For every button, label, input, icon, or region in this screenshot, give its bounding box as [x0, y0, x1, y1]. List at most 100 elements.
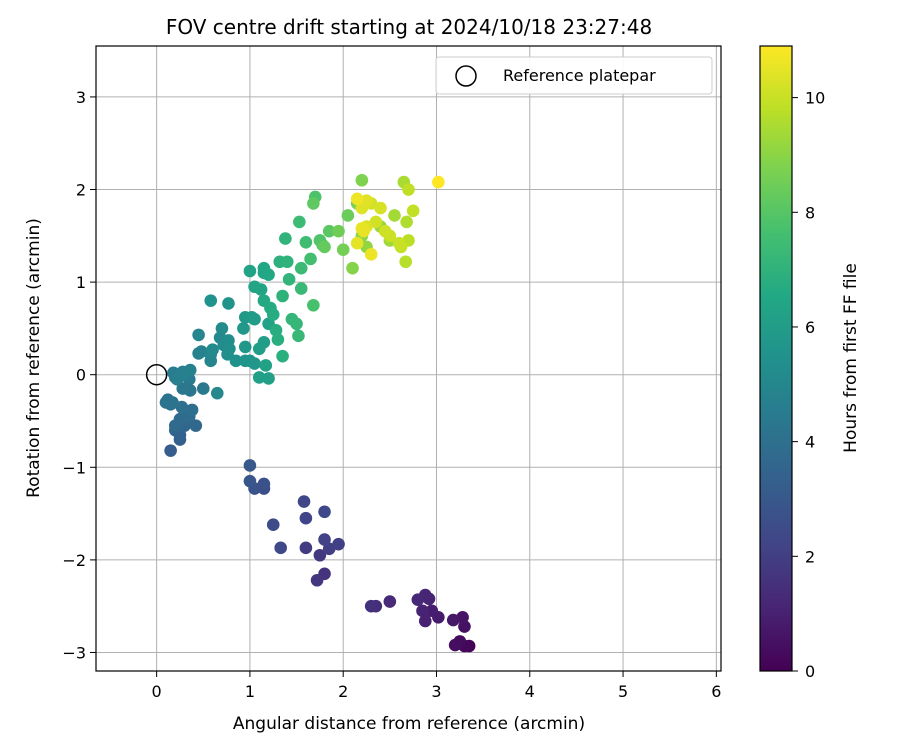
data-point [369, 215, 383, 229]
y-tick-label: 0 [76, 366, 86, 385]
colorbar-tick-label: 0 [805, 662, 815, 681]
legend-box [435, 56, 713, 95]
data-point [294, 261, 308, 275]
y-axis-label: Rotation from reference (arcmin) [24, 218, 44, 498]
data-point [322, 224, 336, 238]
data-point [229, 354, 243, 368]
x-tick-label: 3 [431, 682, 441, 701]
data-point [274, 541, 288, 555]
data-point [400, 215, 413, 229]
data-point [290, 317, 303, 331]
y-tick-label: 2 [76, 181, 86, 200]
colorbar: 0 2 4 6 8 10 Hours from first FF file [759, 45, 861, 681]
data-point [262, 372, 275, 385]
data-point [262, 268, 275, 282]
data-point [448, 638, 462, 652]
colorbar-tick-label: 2 [805, 547, 815, 566]
reference-platepar-marker [145, 363, 168, 386]
x-tick-label: 0 [152, 682, 162, 701]
data-point [307, 197, 320, 210]
data-point [282, 273, 296, 286]
data-point [432, 175, 445, 189]
data-point [399, 255, 413, 269]
data-point [402, 183, 415, 196]
data-point [164, 444, 177, 457]
plot-frame [95, 45, 722, 672]
colorbar-gradient [759, 45, 793, 672]
data-point [196, 382, 210, 395]
data-point [279, 232, 292, 245]
data-point [257, 477, 271, 491]
data-point [254, 283, 268, 296]
data-point [310, 573, 324, 587]
data-point [332, 224, 345, 238]
data-point [318, 240, 331, 254]
data-point [406, 204, 420, 218]
data-point [238, 340, 252, 354]
data-points [159, 173, 476, 653]
colorbar-ticks: 0 2 4 6 8 10 [792, 89, 825, 681]
data-point [266, 518, 280, 532]
data-point [271, 333, 285, 346]
chart-title: FOV centre drift starting at 2024/10/18 … [166, 15, 652, 39]
data-point [332, 537, 345, 551]
data-point [388, 209, 401, 222]
data-point [248, 312, 261, 326]
x-axis-ticks: 0 1 2 3 4 5 6 [152, 671, 721, 701]
data-point [350, 192, 364, 206]
colorbar-tick-label: 6 [805, 318, 815, 337]
legend-reference-marker [455, 65, 477, 87]
colorbar-tick-label: 4 [805, 433, 815, 452]
x-tick-label: 6 [711, 682, 721, 701]
data-point [350, 236, 364, 250]
data-point [355, 173, 369, 187]
data-point [192, 328, 205, 342]
data-point [446, 613, 460, 627]
data-point [292, 329, 305, 343]
x-tick-label: 5 [618, 682, 628, 701]
colorbar-tick-label: 10 [805, 89, 825, 108]
data-point [346, 261, 359, 275]
data-point [175, 400, 189, 414]
x-tick-label: 4 [525, 682, 535, 701]
colorbar-tick-label: 8 [805, 203, 815, 222]
y-tick-label: 3 [76, 88, 86, 107]
data-point [364, 599, 378, 613]
x-axis-label: Angular distance from reference (arcmin) [233, 714, 585, 734]
data-point [297, 495, 311, 508]
data-point [257, 335, 271, 349]
data-point [176, 382, 190, 395]
data-point [237, 322, 250, 335]
data-point [357, 224, 371, 238]
data-point [318, 533, 331, 546]
data-point [299, 235, 313, 249]
data-point [266, 308, 280, 321]
data-point [299, 511, 313, 525]
data-point [313, 548, 327, 562]
y-tick-label: −2 [62, 551, 86, 570]
x-tick-label: 2 [338, 682, 348, 701]
data-point [293, 215, 306, 229]
data-point [276, 289, 289, 303]
data-point [307, 298, 320, 312]
data-point [304, 252, 317, 266]
data-point [259, 359, 273, 372]
y-tick-label: 1 [76, 273, 86, 292]
data-point [243, 264, 257, 278]
data-point [374, 201, 387, 215]
legend-entry-reference: Reference platepar [503, 66, 656, 85]
data-point [280, 255, 294, 269]
data-point [418, 614, 432, 628]
data-point [204, 294, 218, 307]
data-point [336, 243, 350, 257]
data-point [243, 474, 257, 488]
data-point [252, 371, 266, 384]
x-tick-label: 1 [245, 682, 255, 701]
data-point [185, 403, 199, 417]
colorbar-label: Hours from first FF file [841, 263, 861, 453]
data-point [364, 248, 378, 261]
y-tick-label: −3 [62, 643, 86, 662]
data-point [425, 604, 439, 618]
y-tick-label: −1 [62, 458, 86, 477]
